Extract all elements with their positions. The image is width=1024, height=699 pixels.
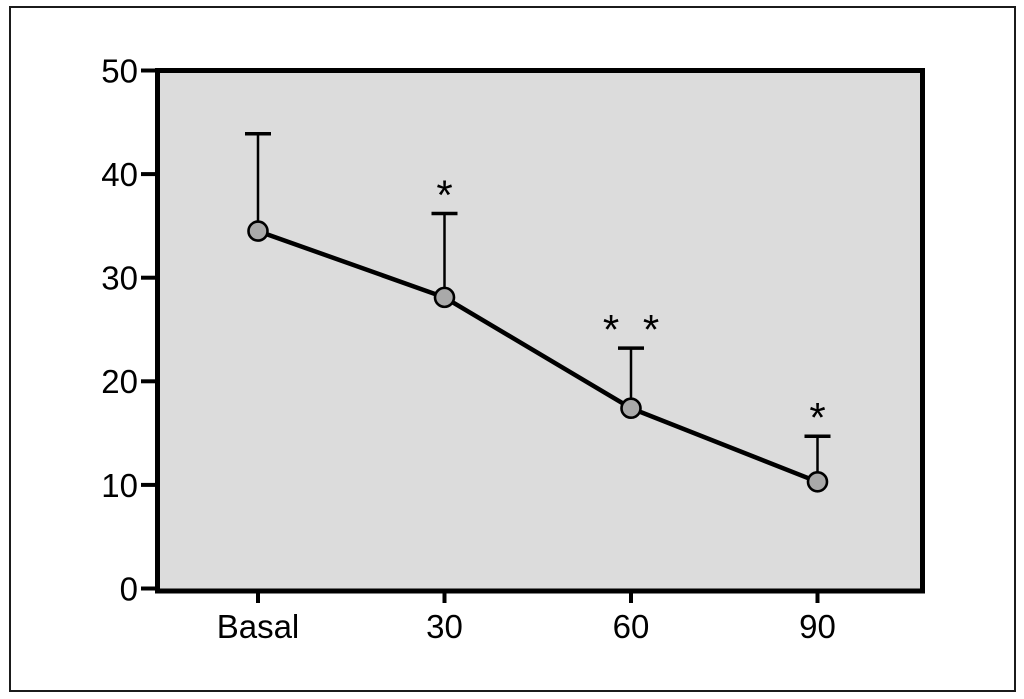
data-point bbox=[433, 286, 456, 309]
plot-area bbox=[155, 68, 925, 594]
significance-asterisk: * bbox=[809, 394, 825, 441]
x-axis: Basal 30 60 90 bbox=[217, 590, 836, 645]
y-tick-label: 40 bbox=[101, 156, 138, 193]
plot-background bbox=[155, 68, 925, 594]
y-tick-label: 10 bbox=[101, 467, 138, 504]
y-axis: 0 10 20 30 40 50 bbox=[101, 52, 156, 607]
significance-asterisk: * bbox=[643, 306, 659, 353]
y-tick-label: 20 bbox=[101, 363, 138, 400]
significance-asterisk: * bbox=[436, 171, 452, 218]
data-point bbox=[620, 397, 642, 420]
x-tick-label: 60 bbox=[613, 608, 650, 645]
data-point bbox=[806, 470, 829, 493]
x-tick-label: Basal bbox=[217, 608, 300, 645]
significance-markers: * * * * bbox=[436, 171, 825, 441]
x-tick-label: 90 bbox=[799, 608, 836, 645]
data-series bbox=[247, 220, 829, 493]
x-tick-label: 30 bbox=[426, 608, 463, 645]
y-tick-label: 50 bbox=[101, 52, 138, 89]
y-tick-label: 30 bbox=[101, 260, 138, 297]
data-point bbox=[247, 220, 269, 242]
y-tick-label: 0 bbox=[120, 570, 138, 607]
significance-asterisk: * bbox=[603, 306, 619, 353]
series-line bbox=[255, 228, 820, 485]
